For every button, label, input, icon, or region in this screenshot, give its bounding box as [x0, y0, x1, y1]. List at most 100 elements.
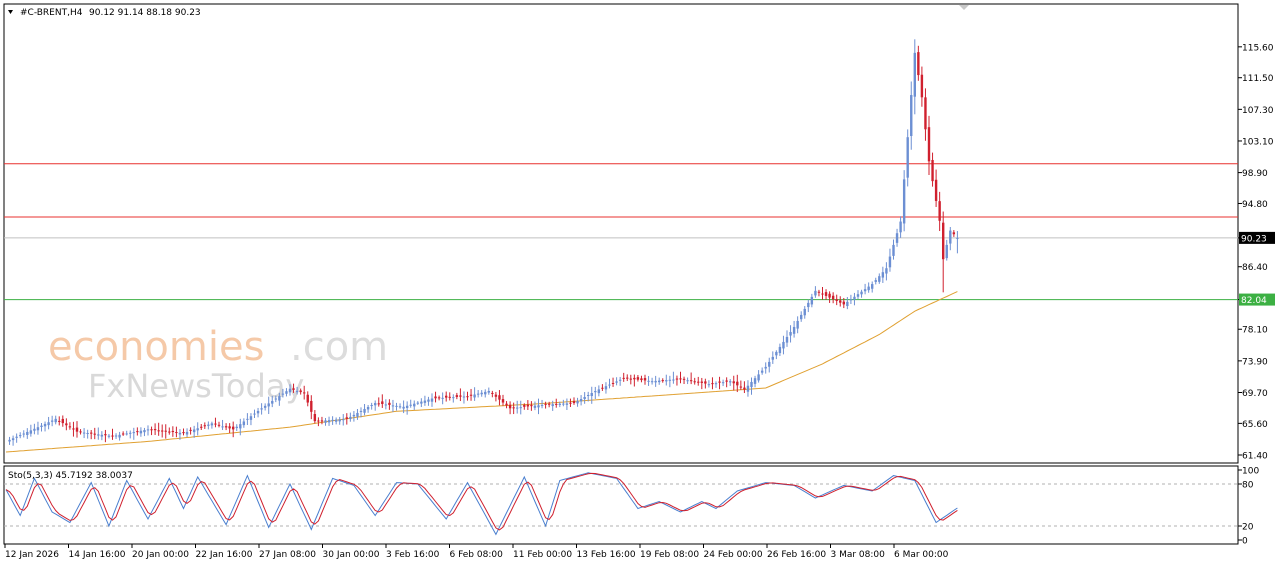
candle [359, 407, 363, 418]
candle [572, 397, 576, 405]
candle [888, 248, 892, 272]
candle [349, 412, 352, 422]
candle [579, 395, 583, 406]
candle [256, 407, 260, 418]
price-axis[interactable]: 115.60 111.50 107.30 103.10 98.90 94.80 90.23 8… [1238, 43, 1275, 462]
candle [40, 423, 43, 432]
candle [232, 421, 235, 438]
candle [863, 283, 867, 295]
price-pane[interactable] [4, 39, 1238, 453]
candle [839, 296, 842, 307]
candle [466, 391, 469, 401]
candle [281, 388, 285, 398]
candle [501, 394, 505, 406]
candle [50, 415, 54, 427]
time-tick-label: 22 Jan 16:00 [196, 550, 253, 560]
candle [821, 286, 824, 300]
candle [927, 115, 931, 175]
candle [562, 399, 565, 407]
candle [11, 435, 15, 446]
candle [224, 423, 228, 431]
candle [636, 375, 640, 382]
candle [441, 392, 444, 405]
candle [523, 403, 526, 410]
time-axis[interactable]: 12 Jan 2026 14 Jan 16:00 20 Jan 00:00 22 Ja… [4, 544, 949, 560]
candle [388, 399, 391, 410]
candle [114, 433, 118, 439]
candle [750, 377, 753, 395]
candle [732, 375, 735, 391]
candle [192, 425, 196, 438]
candle [437, 395, 441, 401]
candle [448, 392, 451, 401]
candle [405, 401, 409, 415]
candle [395, 402, 398, 411]
candle [949, 226, 952, 251]
candle [800, 311, 803, 322]
candle [200, 424, 203, 431]
dropdown-arrow-icon[interactable] [8, 10, 13, 14]
candle [239, 418, 242, 436]
candle [824, 289, 828, 300]
candle [725, 377, 728, 388]
candle [235, 424, 238, 431]
candle [622, 372, 625, 382]
candle [686, 377, 689, 385]
candle [288, 384, 292, 396]
candle [910, 81, 913, 150]
candle [469, 388, 473, 401]
candle [90, 430, 93, 440]
candle [533, 401, 537, 411]
candle [817, 289, 821, 297]
candle [583, 392, 586, 404]
candle [835, 294, 838, 306]
stochastic-pane[interactable] [4, 472, 1238, 536]
time-tick-label: 19 Feb 08:00 [640, 550, 699, 560]
candle [931, 152, 934, 187]
candle [430, 393, 434, 407]
candle [391, 399, 395, 412]
price-tag-label: 90.23 [1241, 234, 1267, 244]
candle [878, 273, 881, 284]
candle [849, 294, 853, 304]
candle [381, 394, 384, 408]
candle [487, 387, 490, 395]
candle [143, 427, 146, 437]
candle [760, 367, 764, 375]
candle [221, 419, 224, 431]
candle [327, 416, 331, 426]
price-tick-label: 61.40 [1242, 452, 1268, 462]
candle [384, 399, 388, 410]
candle [370, 402, 373, 410]
stochastic-tick-label: 0 [1242, 537, 1248, 547]
candle [61, 415, 64, 427]
candle [689, 372, 693, 385]
candle [260, 403, 263, 415]
time-tick-label: 6 Mar 00:00 [894, 550, 949, 560]
candle [150, 426, 153, 436]
candle [125, 430, 128, 436]
time-tick-label: 27 Jan 08:00 [259, 550, 316, 560]
candle [377, 397, 380, 407]
candle [778, 343, 782, 357]
shift-marker-icon[interactable] [959, 5, 969, 10]
candle [828, 291, 831, 303]
candle [65, 418, 68, 431]
candle [831, 292, 835, 304]
candle [189, 427, 192, 435]
candle [434, 391, 437, 403]
candle [920, 66, 924, 107]
candle [285, 388, 288, 397]
candle [871, 281, 874, 293]
candle [43, 421, 47, 432]
price-tag-label: 82.04 [1241, 296, 1267, 306]
candle [792, 320, 796, 338]
candle [157, 422, 160, 436]
candle [82, 428, 86, 439]
candle [697, 376, 700, 386]
candle [263, 403, 267, 411]
watermark-brand-economies: economies [48, 324, 264, 370]
candle [274, 395, 277, 403]
candle [416, 401, 419, 405]
candle [711, 377, 714, 390]
